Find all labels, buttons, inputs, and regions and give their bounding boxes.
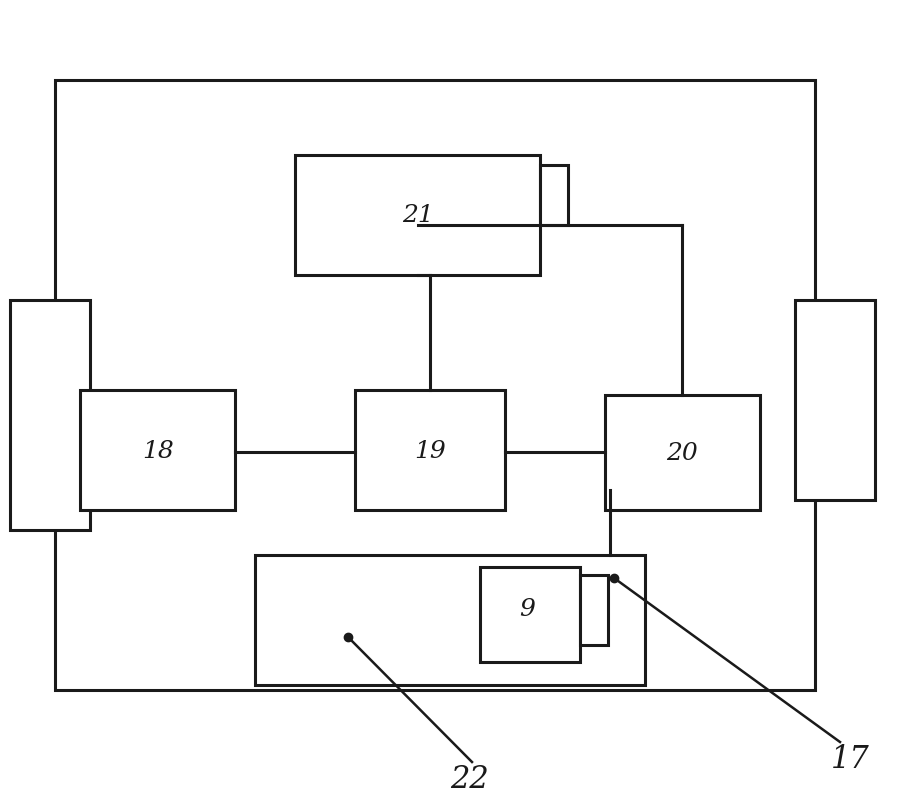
Bar <box>10 300 90 530</box>
Bar <box>254 555 644 685</box>
Bar <box>295 155 539 275</box>
Bar <box>80 390 235 510</box>
Text: 9: 9 <box>519 599 534 621</box>
Text: 21: 21 <box>401 203 433 227</box>
Text: 18: 18 <box>142 441 174 463</box>
Text: 22: 22 <box>450 764 489 796</box>
Bar <box>579 575 607 645</box>
Bar <box>55 80 815 690</box>
Bar <box>539 165 567 225</box>
Text: 20: 20 <box>666 441 697 465</box>
Bar <box>354 390 504 510</box>
Bar <box>794 300 874 500</box>
Text: 17: 17 <box>830 745 869 776</box>
Text: 19: 19 <box>414 441 446 463</box>
Bar <box>480 567 579 662</box>
Bar <box>604 395 759 510</box>
